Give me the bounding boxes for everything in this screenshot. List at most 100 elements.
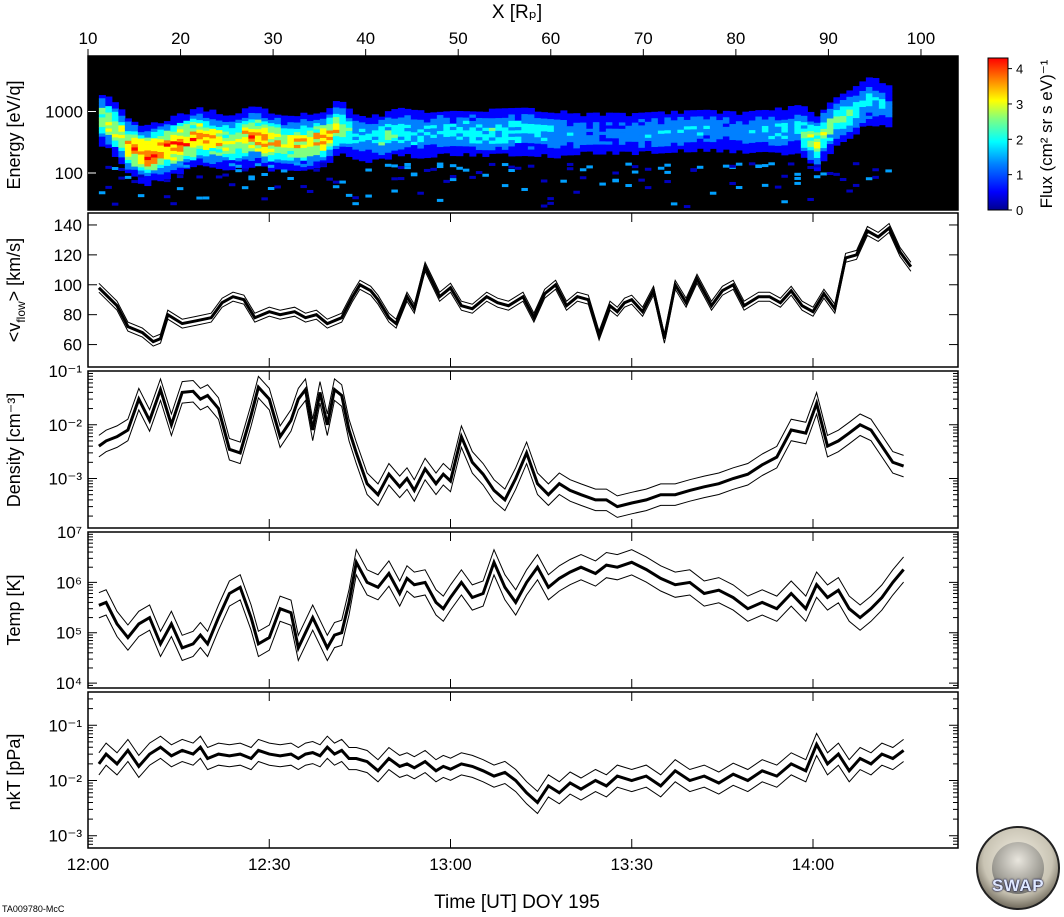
- flux-cell: [885, 88, 893, 93]
- flux-cell: [306, 143, 314, 148]
- flux-cell: [241, 140, 249, 144]
- noise-cell: [735, 162, 743, 166]
- flux-cell: [833, 100, 841, 105]
- flux-cell: [189, 131, 197, 136]
- flux-cell: [261, 111, 269, 116]
- flux-cell: [469, 120, 477, 125]
- flux-cell: [124, 153, 132, 158]
- flux-cell: [813, 125, 821, 130]
- flux-cell: [709, 138, 717, 143]
- flux-cell: [339, 127, 347, 132]
- flux-cell: [202, 114, 210, 119]
- flux-cell: [300, 112, 308, 117]
- flux-cell: [235, 161, 243, 165]
- flux-cell: [144, 153, 152, 158]
- flux-cell: [254, 119, 262, 124]
- flux-cell: [280, 137, 288, 142]
- flux-cell: [358, 157, 366, 162]
- flux-cell: [293, 167, 301, 171]
- flux-cell: [430, 144, 438, 148]
- flux-cell: [878, 105, 886, 110]
- flux-cell: [722, 146, 730, 150]
- flux-cell: [501, 143, 509, 148]
- flux-cell: [397, 120, 405, 125]
- flux-cell: [332, 129, 340, 134]
- flux-cell: [196, 129, 204, 134]
- flux-cell: [807, 140, 815, 145]
- flux-cell: [371, 117, 379, 122]
- flux-cell: [430, 118, 438, 123]
- flux-cell: [313, 129, 321, 134]
- flux-cell: [599, 131, 607, 136]
- flux-cell: [118, 144, 126, 149]
- flux-cell: [573, 129, 581, 133]
- flux-cell: [215, 149, 223, 153]
- noise-cell: [261, 173, 268, 177]
- flux-cell: [852, 111, 860, 116]
- flux-cell: [716, 116, 724, 121]
- flux-cell: [508, 140, 516, 144]
- flux-cell: [885, 114, 893, 118]
- flux-cell: [612, 141, 620, 146]
- flux-cell: [735, 127, 743, 132]
- flux-cell: [859, 116, 867, 121]
- flux-cell: [300, 131, 308, 136]
- flux-cell: [235, 148, 243, 153]
- flux-cell: [534, 124, 542, 129]
- flux-cell: [326, 133, 334, 138]
- flux-cell: [508, 114, 516, 119]
- flux-cell: [131, 147, 139, 152]
- flux-cell: [462, 120, 470, 125]
- flux-cell: [209, 109, 217, 114]
- flux-cell: [235, 151, 243, 156]
- flux-cell: [456, 114, 464, 118]
- bottom-tick-label: 12:00: [67, 855, 110, 874]
- flux-cell: [599, 150, 607, 155]
- flux-cell: [98, 127, 106, 131]
- flux-cell: [514, 149, 522, 154]
- noise-cell: [573, 190, 580, 194]
- flux-cell: [540, 134, 548, 139]
- flux-cell: [384, 133, 392, 138]
- flux-cell: [885, 94, 893, 99]
- flux-cell: [339, 130, 347, 135]
- flux-cell: [839, 122, 847, 127]
- flux-cell: [267, 123, 275, 127]
- flux-cell: [820, 109, 828, 114]
- flux-cell: [189, 121, 197, 126]
- flux-cell: [189, 115, 197, 120]
- flux-cell: [488, 111, 496, 116]
- noise-cell: [664, 180, 671, 184]
- flux-cell: [254, 132, 262, 137]
- flux-cell: [488, 147, 496, 151]
- flux-cell: [852, 102, 860, 106]
- flux-cell: [839, 96, 847, 101]
- flux-cell: [865, 109, 873, 114]
- flux-cell: [436, 115, 444, 119]
- flux-cell: [813, 148, 821, 152]
- pressure-series-line: [97, 740, 905, 805]
- flux-cell: [755, 148, 763, 153]
- flux-cell: [111, 134, 119, 138]
- flux-cell: [215, 133, 223, 137]
- flux-cell: [326, 124, 334, 128]
- flux-cell: [677, 129, 685, 134]
- flux-cell: [794, 130, 802, 135]
- flux-cell: [625, 125, 633, 130]
- noise-cell: [306, 189, 314, 193]
- flux-cell: [456, 149, 464, 153]
- flux-cell: [722, 136, 730, 141]
- flux-cell: [397, 133, 405, 138]
- noise-cell: [625, 162, 632, 166]
- noise-cell: [176, 187, 184, 191]
- flux-cell: [553, 129, 561, 133]
- flux-cell: [423, 154, 431, 159]
- flux-cell: [560, 145, 568, 150]
- flux-cell: [813, 141, 821, 146]
- flux-cell: [254, 110, 262, 114]
- flux-cell: [657, 137, 665, 141]
- flux-cell: [469, 114, 477, 119]
- flux-cell: [261, 114, 269, 119]
- flux-cell: [566, 122, 574, 127]
- flux-cell: [495, 111, 503, 116]
